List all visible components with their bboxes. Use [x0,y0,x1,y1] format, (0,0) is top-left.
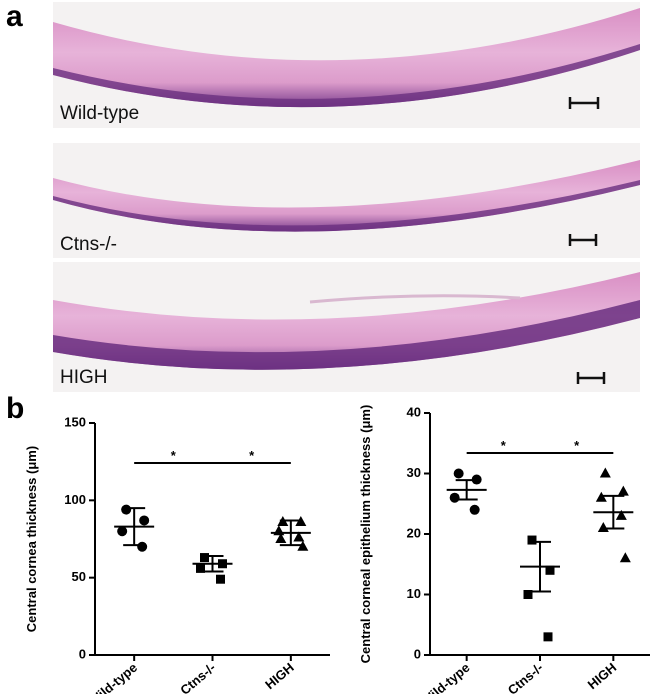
data-point [619,552,631,563]
data-point [615,509,627,520]
x-tick-label: Wild-type [86,660,140,694]
y-tick-label: 100 [64,492,86,507]
data-point [200,553,209,563]
significance-label: * [171,448,177,463]
data-point [617,485,629,496]
y-axis-label: Central cornea thickness (μm) [24,446,39,632]
image-label: Wild-type [60,103,139,124]
data-point [453,468,464,479]
micrograph [53,143,640,258]
data-point [275,533,287,543]
data-point [545,565,555,575]
data-point [196,563,205,573]
x-tick-label: Ctns-/- [177,660,218,694]
data-point [523,590,533,599]
image-label: Ctns-/- [60,234,117,255]
significance-label: * [574,438,580,453]
data-point [527,535,537,545]
x-tick-label: Ctns-/- [505,660,546,694]
data-point [449,492,460,503]
y-tick-label: 10 [407,586,421,601]
data-point [599,467,611,478]
significance-label: * [249,448,255,463]
significance-label: * [501,438,507,453]
y-tick-label: 150 [64,414,86,429]
data-point [595,491,607,502]
y-axis-label: Central corneal epithelium thickness (μm… [358,405,373,664]
y-tick-label: 50 [72,569,86,584]
data-point [293,531,305,542]
data-point [121,504,132,515]
y-tick-label: 0 [79,646,86,661]
data-point [216,574,225,584]
panel-label: b [6,392,24,425]
y-tick-label: 40 [407,404,421,419]
micrograph [53,262,640,392]
data-point [139,515,150,526]
micrograph [53,2,640,128]
panel-label: a [6,0,23,33]
data-point [597,521,609,532]
y-tick-label: 30 [407,465,421,480]
y-tick-label: 0 [414,646,421,661]
data-point [297,540,309,551]
x-tick-label: Wild-type [418,660,472,694]
data-point [117,526,128,537]
image-label: HIGH [60,367,108,388]
x-tick-label: HIGH [585,660,620,692]
y-tick-label: 20 [407,525,421,540]
x-tick-label: HIGH [262,660,297,692]
data-point [469,504,480,515]
data-point [137,541,148,552]
data-point [543,632,553,642]
